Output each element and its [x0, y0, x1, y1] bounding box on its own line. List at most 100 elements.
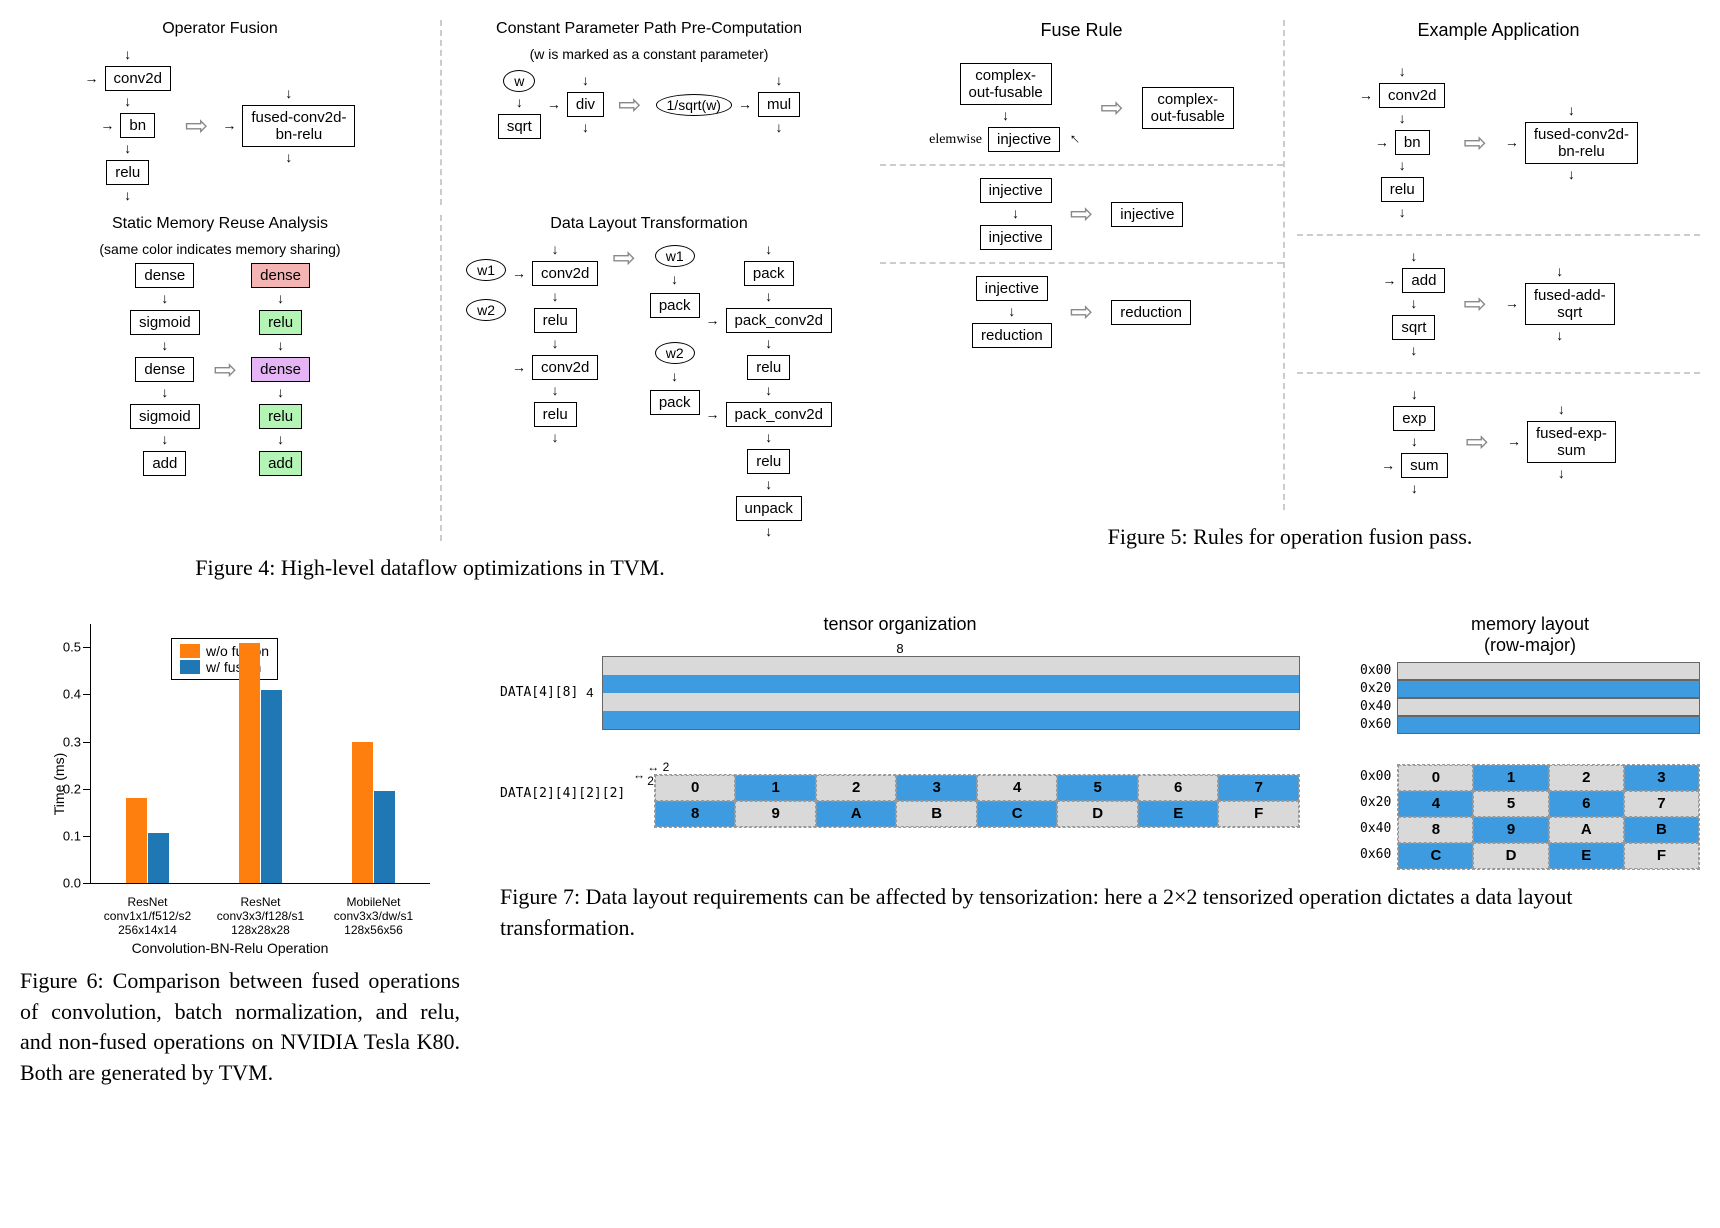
- y-tick-label: 0.3: [63, 734, 91, 749]
- fig4-const-param: Constant Parameter Path Pre-Computation …: [440, 20, 840, 205]
- node-conv2d: conv2d: [105, 66, 171, 91]
- x-tick-label: ResNetconv1x1/f512/s2256x14x14: [97, 895, 197, 938]
- node: sigmoid: [130, 404, 200, 429]
- y-tick-label: 0.1: [63, 828, 91, 843]
- fig6-caption: Figure 6: Comparison between fused opera…: [20, 966, 460, 1089]
- node-pack2: pack: [650, 390, 700, 415]
- fig4-title-b-sub: (w is marked as a constant parameter): [458, 46, 840, 62]
- node: conv2d: [1379, 83, 1445, 108]
- fig5-caption: Figure 5: Rules for operation fusion pas…: [880, 522, 1700, 553]
- y-tick-label: 0.4: [63, 687, 91, 702]
- figure-7: tensor organization 8 DATA[4][8] 4 DATA[…: [500, 614, 1700, 1089]
- node-bn: bn: [120, 113, 155, 138]
- node: conv2d: [532, 355, 598, 380]
- node: injective: [980, 178, 1052, 203]
- node: reduction: [1111, 300, 1191, 325]
- node: sigmoid: [130, 310, 200, 335]
- tensor-cell: 0: [655, 775, 736, 801]
- figure-5: Fuse Rule complex- out-fusable elemwisei…: [880, 20, 1700, 584]
- data48-label: DATA[4][8]: [500, 685, 578, 700]
- node: dense: [251, 357, 310, 382]
- figure-6: Time (ms) w/o fusion w/ fusion 0.00.10.2…: [20, 614, 460, 1089]
- node: relu: [259, 404, 302, 429]
- node-pack1: pack: [650, 293, 700, 318]
- node: relu: [747, 449, 790, 474]
- mem-cell: 7: [1624, 791, 1699, 817]
- node: injective: [980, 225, 1052, 250]
- tensor-cell: C: [977, 801, 1058, 827]
- fig4-operator-fusion: Operator Fusion conv2d bn relu ⇨ fused-c…: [20, 20, 420, 205]
- mem-cell: 3: [1624, 765, 1699, 791]
- chart-legend: w/o fusion w/ fusion: [171, 638, 278, 680]
- node: injective: [976, 276, 1048, 301]
- dim-label: 4: [586, 685, 593, 700]
- dim-label: 2: [663, 760, 670, 774]
- mem-cell: 8: [1398, 817, 1473, 843]
- bar: [126, 798, 147, 883]
- bar: [239, 643, 260, 883]
- node: pack_conv2d: [726, 308, 832, 333]
- bar: [148, 833, 169, 882]
- node: relu: [747, 355, 790, 380]
- node-complex-out: complex- out-fusable: [1142, 87, 1234, 129]
- addr-label: 0x20: [1360, 790, 1397, 816]
- bottom-row: Time (ms) w/o fusion w/ fusion 0.00.10.2…: [20, 614, 1700, 1089]
- node-complex: complex- out-fusable: [960, 63, 1052, 105]
- arrow-icon: ⇨: [206, 353, 245, 387]
- x-axis-label: Convolution-BN-Relu Operation: [132, 940, 329, 956]
- y-tick-label: 0.5: [63, 640, 91, 655]
- node: fused-add- sqrt: [1525, 283, 1615, 325]
- tensor-cell: 3: [896, 775, 977, 801]
- node-w2b: w2: [655, 342, 695, 364]
- node: pack_conv2d: [726, 402, 832, 427]
- addr-label: 0x60: [1360, 716, 1397, 734]
- dim-label: 8: [500, 641, 1300, 656]
- tensor-cell: B: [896, 801, 977, 827]
- figure-4: Operator Fusion conv2d bn relu ⇨ fused-c…: [20, 20, 840, 584]
- node-sqrt: sqrt: [498, 114, 541, 139]
- node: relu: [259, 310, 302, 335]
- node: fused-conv2d- bn-relu: [1525, 122, 1638, 164]
- tensor-cell: F: [1218, 801, 1299, 827]
- node-w2: w2: [466, 299, 506, 321]
- fig4-title-b: Constant Parameter Path Pre-Computation: [458, 20, 840, 38]
- tensor-cell: 7: [1218, 775, 1299, 801]
- node: reduction: [972, 323, 1052, 348]
- mem-cell: C: [1398, 843, 1473, 869]
- mem-cell: F: [1624, 843, 1699, 869]
- node: relu: [534, 308, 577, 333]
- node: dense: [251, 263, 310, 288]
- node: unpack: [736, 496, 802, 521]
- arrow-icon: ⇨: [610, 88, 649, 122]
- node: add: [143, 451, 186, 476]
- mem-cell: E: [1549, 843, 1624, 869]
- node-relu: relu: [106, 160, 149, 185]
- fig4-caption: Figure 4: High-level dataflow optimizati…: [20, 553, 840, 584]
- node: pack: [744, 261, 794, 286]
- node-w1b: w1: [655, 245, 695, 267]
- tensor-cell: 1: [735, 775, 816, 801]
- node: injective: [1111, 202, 1183, 227]
- tensor-cell: 5: [1057, 775, 1138, 801]
- node: relu: [1381, 177, 1424, 202]
- mem-cell: 6: [1549, 791, 1624, 817]
- top-row: Operator Fusion conv2d bn relu ⇨ fused-c…: [20, 20, 1700, 584]
- fig4-title-d: Data Layout Transformation: [458, 215, 840, 233]
- tensor-cell: 6: [1138, 775, 1219, 801]
- node: bn: [1395, 130, 1430, 155]
- bar: [352, 742, 373, 883]
- addr-label: 0x40: [1360, 698, 1397, 716]
- fig4-memory-reuse: Static Memory Reuse Analysis (same color…: [20, 215, 420, 541]
- arrow-icon: ⇨: [604, 241, 643, 275]
- node: dense: [135, 263, 194, 288]
- node: add: [259, 451, 302, 476]
- bar: [374, 791, 395, 883]
- x-tick-label: ResNetconv3x3/f128/s1128x28x28: [211, 895, 311, 938]
- fig4-title-c-sub: (same color indicates memory sharing): [20, 241, 420, 257]
- node-fused: fused-conv2d- bn-relu: [242, 105, 355, 147]
- node-w: w: [503, 70, 535, 92]
- label-elemwise: elemwise: [929, 132, 982, 148]
- y-tick-label: 0.0: [63, 875, 91, 890]
- bar: [261, 690, 282, 883]
- node: conv2d: [532, 261, 598, 286]
